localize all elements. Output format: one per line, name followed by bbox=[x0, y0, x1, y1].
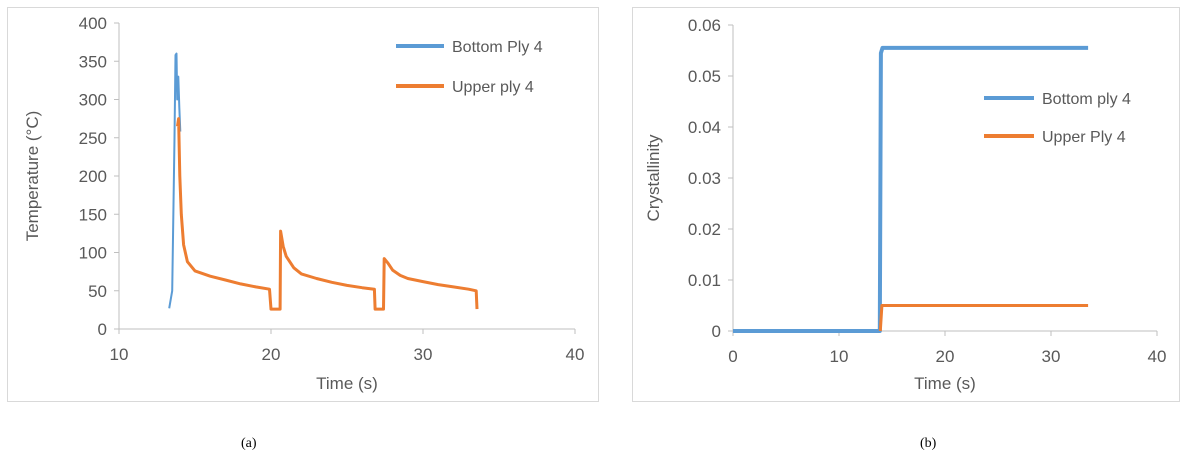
chart-a-series-line-2 bbox=[176, 117, 479, 311]
chart-b-y-tick-label: 0.02 bbox=[688, 220, 721, 239]
chart-b-series-line-1 bbox=[733, 45, 1089, 333]
chart-a-x-tick-label: 20 bbox=[262, 345, 281, 364]
chart-b-series-line-2 bbox=[878, 304, 1089, 332]
chart-b-legend-label-1: Bottom ply 4 bbox=[1042, 91, 1131, 108]
chart-a-legend-label-2: Upper ply 4 bbox=[452, 79, 534, 96]
chart-a-y-tick-label: 100 bbox=[79, 244, 107, 263]
chart-b-y-tick-label: 0.06 bbox=[688, 16, 721, 35]
chart-b-x-axis-title: Time (s) bbox=[914, 374, 976, 393]
chart-a: 0 50 100 150 200 250 300 350 400 10 20 30 40 Time (s)… bbox=[23, 14, 585, 393]
caption-a: (a) bbox=[241, 436, 257, 451]
chart-b-x-tick-label: 40 bbox=[1148, 347, 1167, 366]
chart-a-x-tick-label: 10 bbox=[110, 345, 129, 364]
chart-b-y-axis-title: Crystallinity bbox=[644, 134, 663, 221]
chart-a-x-tick-label: 40 bbox=[566, 345, 585, 364]
chart-b-y-tick-label: 0.01 bbox=[688, 271, 721, 290]
chart-b-x-tick-label: 30 bbox=[1042, 347, 1061, 366]
chart-b-x-tick-label: 0 bbox=[728, 347, 737, 366]
chart-b: 0 0.01 0.02 0.03 0.04 0.05 0.06 0 10 20 30 40 Time (… bbox=[644, 16, 1167, 393]
chart-panel-a: 0 50 100 150 200 250 300 350 400 10 20 30 40 Time (s)… bbox=[7, 7, 599, 402]
chart-a-y-tick-label: 250 bbox=[79, 129, 107, 148]
chart-a-x-tick-label: 30 bbox=[414, 345, 433, 364]
chart-a-y-tick-label: 300 bbox=[79, 91, 107, 110]
chart-b-y-tick-label: 0 bbox=[712, 322, 721, 341]
chart-a-x-axis-title: Time (s) bbox=[316, 374, 378, 393]
chart-a-y-tick-label: 150 bbox=[79, 205, 107, 224]
chart-a-legend-label-1: Bottom Ply 4 bbox=[452, 39, 543, 56]
chart-a-y-tick-label: 200 bbox=[79, 167, 107, 186]
chart-b-x-tick-label: 10 bbox=[830, 347, 849, 366]
chart-b-x-tick-label: 20 bbox=[936, 347, 955, 366]
chart-a-y-tick-label: 350 bbox=[79, 52, 107, 71]
chart-b-y-tick-label: 0.04 bbox=[688, 118, 721, 137]
chart-b-legend-label-2: Upper Ply 4 bbox=[1042, 129, 1126, 146]
chart-a-series-line-1 bbox=[168, 52, 182, 309]
chart-a-y-axis-title: Temperature (°C) bbox=[23, 111, 42, 242]
chart-a-y-tick-label: 400 bbox=[79, 14, 107, 33]
chart-b-y-tick-label: 0.05 bbox=[688, 67, 721, 86]
chart-a-y-tick-label: 0 bbox=[98, 320, 107, 339]
caption-b: (b) bbox=[920, 436, 937, 451]
chart-panel-b: 0 0.01 0.02 0.03 0.04 0.05 0.06 0 10 20 30 40 Time (… bbox=[632, 7, 1180, 402]
chart-a-y-tick-label: 50 bbox=[88, 282, 107, 301]
chart-b-y-tick-label: 0.03 bbox=[688, 169, 721, 188]
